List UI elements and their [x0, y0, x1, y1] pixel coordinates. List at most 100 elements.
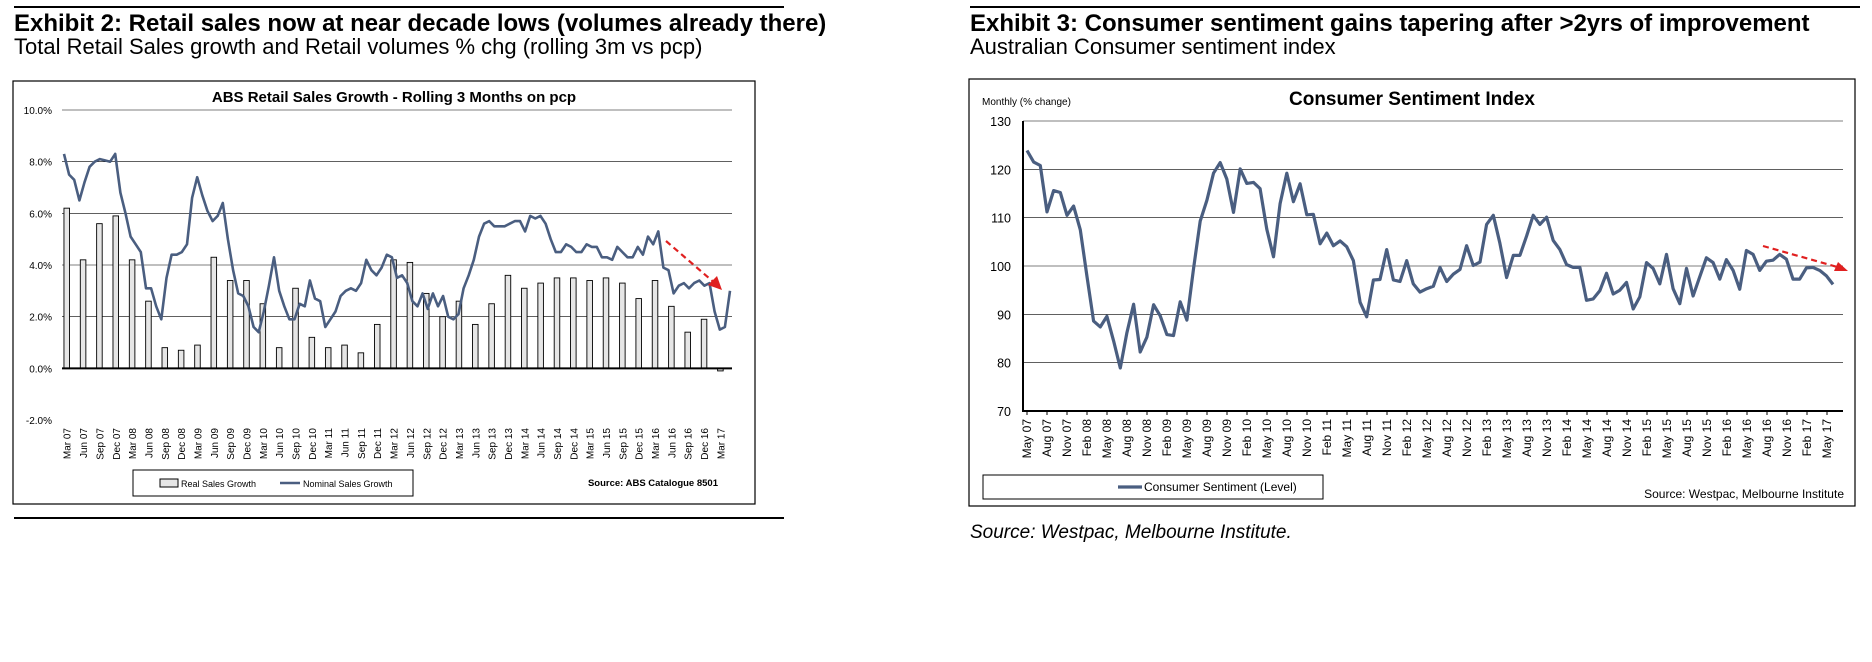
legend: Consumer Sentiment (Level): [982, 474, 1324, 500]
y-tick-label: 2.0%: [29, 313, 52, 324]
y-tick-label: 6.0%: [29, 209, 52, 220]
x-tick-label: Nov 12: [1460, 419, 1474, 457]
x-tick-label: May 13: [1500, 419, 1514, 459]
x-tick-label: Dec 12: [439, 428, 450, 460]
x-tick-label: Dec 15: [635, 428, 646, 460]
real-sales-bar: [488, 303, 495, 369]
real-sales-bar: [357, 352, 365, 369]
x-tick-label: Dec 09: [242, 428, 253, 460]
x-tick-label: May 17: [1820, 419, 1834, 459]
real-sales-bar: [570, 277, 577, 369]
x-tick-label: Feb 11: [1320, 419, 1334, 456]
y-tick-label: 80: [997, 357, 1011, 371]
y-tick-label: 0.0%: [29, 364, 52, 375]
y-tick-label: 8.0%: [29, 158, 52, 169]
x-tick-label: Aug 15: [1680, 419, 1694, 457]
x-tick-label: Nov 07: [1060, 419, 1074, 457]
x-tick-label: Sep 10: [292, 428, 303, 460]
trend-arrow: [665, 240, 722, 290]
x-tick-label: Aug 08: [1120, 419, 1134, 457]
x-tick-label: May 14: [1580, 419, 1594, 459]
real-sales-bar: [177, 349, 185, 369]
real-sales-bar: [472, 323, 479, 369]
x-tick-label: Jun 08: [144, 428, 155, 458]
y-axis-label: Monthly (% change): [982, 97, 1071, 108]
chart-title: ABS Retail Sales Growth - Rolling 3 Mont…: [212, 89, 576, 106]
x-tick-label: Nov 09: [1220, 419, 1234, 457]
y-tick-label: 4.0%: [29, 261, 52, 272]
x-tick-label: Dec 16: [700, 428, 711, 460]
x-tick-label: Sep 14: [553, 428, 564, 460]
real-sales-bar: [651, 280, 659, 369]
x-tick-label: Nov 14: [1620, 419, 1634, 457]
x-tick-label: Sep 16: [684, 428, 695, 460]
x-tick-label: Nov 16: [1780, 419, 1794, 457]
x-tick-label: Mar 10: [259, 428, 270, 460]
x-tick-label: Nov 13: [1540, 419, 1554, 457]
x-tick-label: Aug 14: [1600, 419, 1614, 457]
real-sales-bar: [668, 305, 675, 369]
real-sales-bar: [586, 280, 593, 369]
x-tick-label: Jun 07: [79, 428, 90, 458]
chart-title: Consumer Sentiment Index: [1289, 89, 1535, 110]
real-sales-bar: [504, 274, 512, 369]
x-tick-label: May 11: [1340, 419, 1354, 458]
x-tick-label: Nov 15: [1700, 419, 1714, 457]
real-sales-bar: [128, 259, 136, 369]
x-tick-label: Aug 11: [1360, 419, 1374, 456]
x-tick-label: Dec 14: [569, 428, 580, 460]
x-tick-label: Aug 13: [1520, 419, 1534, 457]
y-tick-label: 90: [997, 308, 1011, 322]
y-tick-label: 100: [990, 260, 1011, 274]
x-tick-label: Feb 12: [1400, 419, 1414, 457]
legend-swatch-real: [159, 478, 179, 488]
chart-source: Source: ABS Catalogue 8501: [588, 478, 719, 489]
x-tick-label: Jun 15: [602, 428, 613, 458]
x-tick-label: Mar 16: [651, 428, 662, 460]
x-tick-label: Sep 07: [95, 428, 106, 460]
real-sales-bar: [161, 347, 169, 369]
chart-frame: [968, 78, 1856, 507]
exhibit3-source-note: Source: Westpac, Melbourne Institute.: [970, 522, 1292, 543]
retail-sales-chart: ABS Retail Sales Growth - Rolling 3 Mont…: [12, 80, 756, 505]
x-tick-label: Mar 11: [324, 428, 335, 459]
y-tick-label: 10.0%: [24, 106, 52, 117]
real-sales-bar: [79, 259, 87, 369]
x-tick-label: Sep 12: [422, 428, 433, 460]
x-tick-label: Dec 10: [308, 428, 319, 460]
x-tick-label: Mar 13: [455, 428, 466, 460]
x-tick-label: Jun 14: [537, 428, 548, 458]
x-tick-label: Nov 11: [1380, 419, 1394, 456]
consumer-sentiment-chart: Monthly (% change) Consumer Sentiment In…: [968, 78, 1856, 507]
x-tick-label: Nov 10: [1300, 419, 1314, 457]
x-tick-label: Feb 13: [1480, 419, 1494, 457]
x-tick-label: Jun 09: [210, 428, 221, 458]
x-tick-label: Feb 15: [1640, 419, 1654, 457]
x-tick-label: Feb 09: [1160, 419, 1174, 457]
chart-frame: [12, 80, 756, 505]
x-tick-label: Sep 09: [226, 428, 237, 460]
x-tick-label: Mar 07: [63, 428, 74, 460]
x-tick-label: Sep 15: [618, 428, 629, 460]
sentiment-line: [1025, 149, 1835, 370]
x-tick-label: Aug 10: [1280, 419, 1294, 457]
real-sales-bar: [308, 336, 316, 369]
x-tick-label: Aug 12: [1440, 419, 1454, 457]
x-tick-label: Dec 08: [177, 428, 188, 460]
x-tick-label: Mar 14: [520, 428, 531, 460]
x-tick-label: Feb 10: [1240, 419, 1254, 457]
exhibit3-heading: Exhibit 3: Consumer sentiment gains tape…: [970, 10, 1810, 37]
x-tick-label: Feb 16: [1720, 419, 1734, 457]
x-tick-label: Jun 13: [471, 428, 482, 458]
exhibit2-heading: Exhibit 2: Retail sales now at near deca…: [14, 10, 827, 37]
real-sales-bar: [112, 215, 119, 369]
legend-label-real: Real Sales Growth: [181, 479, 256, 489]
y-tick-label: 70: [997, 405, 1011, 419]
exhibit2-top-rule: [14, 6, 784, 8]
x-tick-label: Nov 08: [1140, 419, 1154, 457]
exhibit3-top-rule: [970, 6, 1860, 8]
x-tick-label: Dec 07: [112, 428, 123, 460]
real-sales-bar: [194, 344, 201, 369]
exhibit2-bottom-rule: [14, 517, 784, 519]
real-sales-bar: [521, 287, 528, 369]
